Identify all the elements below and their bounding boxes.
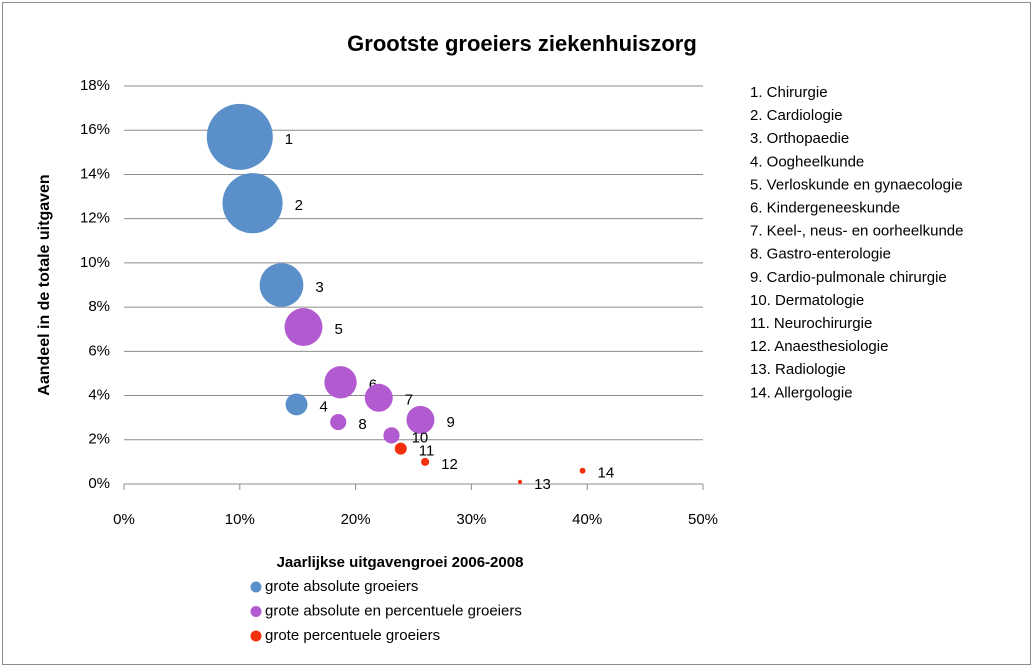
y-tick-label: 0% [88, 475, 110, 492]
x-tick-label: 0% [113, 511, 135, 528]
bubble [394, 442, 407, 455]
legend-marker [250, 630, 262, 642]
bubble-label: 2 [295, 197, 303, 214]
bubble [259, 263, 304, 307]
y-tick-label: 4% [88, 387, 110, 404]
legend-marker [250, 606, 262, 617]
category-list-item: 1. Chirurgie [750, 84, 828, 101]
bubble [406, 405, 435, 434]
y-tick-label: 12% [80, 210, 110, 227]
y-tick-label: 6% [88, 342, 110, 359]
legend-label: grote percentuele groeiers [265, 627, 440, 644]
y-tick-label: 2% [88, 431, 110, 448]
category-list-item: 3. Orthopaedie [750, 130, 849, 147]
bubble [222, 173, 283, 234]
legend-marker [250, 581, 262, 593]
bubble [330, 414, 347, 431]
y-tick-label: 10% [80, 254, 110, 271]
bubble-label: 11 [419, 443, 435, 460]
bubble-label: 12 [441, 456, 458, 473]
y-tick-label: 18% [80, 77, 110, 94]
legend-label: grote absolute groeiers [265, 578, 418, 595]
bubble [324, 366, 357, 399]
bubble [285, 393, 308, 416]
bubble [383, 427, 400, 444]
bubble [364, 383, 393, 412]
bubble-label: 5 [334, 321, 342, 338]
category-list-item: 4. Oogheelkunde [750, 153, 864, 170]
bubble [579, 467, 586, 474]
bubble-label: 8 [358, 416, 366, 433]
bubble-label: 7 [405, 392, 413, 409]
category-list-item: 7. Keel-, neus- en oorheelkunde [750, 223, 963, 240]
category-list-item: 14. Allergologie [750, 384, 853, 401]
category-list-item: 5. Verloskunde en gynaecologie [750, 176, 963, 193]
chart-title: Grootste groeiers ziekenhuiszorg [347, 31, 697, 56]
bubble-label: 4 [319, 398, 327, 415]
category-list-item: 10. Dermatologie [750, 292, 864, 309]
category-list-item: 6. Kindergeneeskunde [750, 199, 900, 216]
bubble-label: 6 [369, 376, 377, 393]
category-list-item: 13. Radiologie [750, 361, 846, 378]
category-list-item: 8. Gastro-enterologie [750, 246, 891, 263]
category-list-item: 11. Neurochirurgie [750, 315, 872, 332]
legend-label: grote absolute en percentuele groeiers [265, 602, 522, 619]
bubble [517, 479, 523, 484]
x-tick-label: 30% [456, 511, 486, 528]
bubble-label: 10 [412, 429, 429, 446]
bubble-label: 14 [598, 465, 615, 482]
bubble [421, 457, 430, 466]
bubble-label: 3 [315, 279, 323, 296]
y-tick-label: 8% [88, 298, 110, 315]
bubble-label: 13 [534, 476, 551, 493]
x-tick-label: 20% [341, 511, 371, 528]
x-tick-label: 10% [225, 511, 255, 528]
y-tick-label: 14% [80, 165, 110, 182]
y-tick-label: 16% [80, 121, 110, 138]
bubble [206, 103, 273, 170]
x-axis-label: Jaarlijkse uitgavengroei 2006-2008 [277, 554, 524, 571]
x-tick-label: 40% [572, 511, 602, 528]
category-list-item: 2. Cardiologie [750, 107, 843, 124]
bubble-label: 9 [446, 414, 454, 431]
bubble [284, 308, 323, 346]
bubble-label: 1 [285, 131, 293, 148]
category-list-item: 12. Anaesthesiologie [750, 338, 888, 355]
category-list-item: 9. Cardio-pulmonale chirurgie [750, 269, 947, 286]
x-tick-label: 50% [688, 511, 718, 528]
y-axis-label: Aandeel in de totale uitgaven [36, 174, 53, 395]
